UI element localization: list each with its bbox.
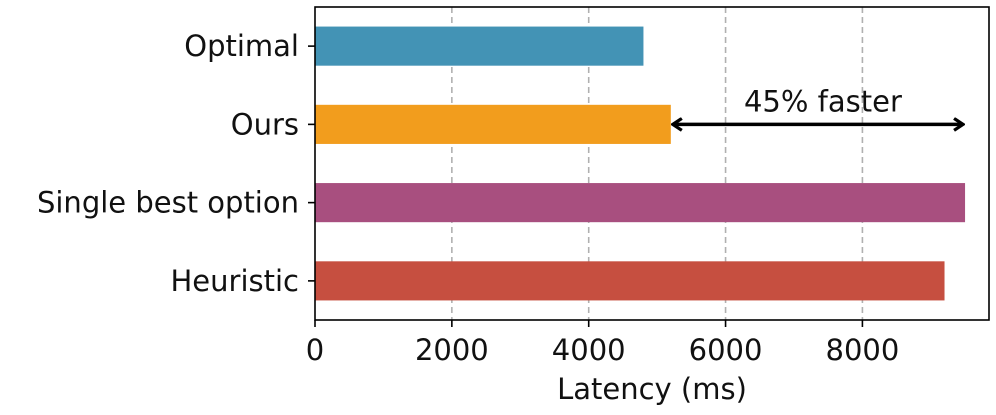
annotation-group: 45% faster — [673, 84, 963, 124]
bar-heuristic — [315, 261, 945, 301]
plot-frame — [314, 6, 990, 321]
annotation-text: 45% faster — [744, 84, 902, 118]
bars — [315, 26, 966, 301]
x-tick-label-6000: 6000 — [689, 333, 763, 367]
bar-optimal — [315, 26, 644, 66]
x-tick-label-8000: 8000 — [826, 333, 900, 367]
category-label-single-best-option: Single best option — [37, 186, 299, 220]
category-label-ours: Ours — [231, 107, 299, 141]
bar-single-best-option — [315, 183, 966, 223]
category-label-heuristic: Heuristic — [171, 264, 300, 298]
category-label-optimal: Optimal — [184, 29, 299, 63]
bar-ours — [315, 104, 671, 144]
y-axis-category-labels: Optimal Ours Single best option Heuristic — [37, 29, 315, 298]
x-tick-label-2000: 2000 — [415, 333, 489, 367]
x-tick-label-0: 0 — [306, 333, 324, 367]
x-tick-label-4000: 4000 — [552, 333, 626, 367]
x-axis-label: Latency (ms) — [557, 372, 747, 406]
x-axis-ticks: 0 2000 4000 6000 8000 — [306, 320, 900, 367]
